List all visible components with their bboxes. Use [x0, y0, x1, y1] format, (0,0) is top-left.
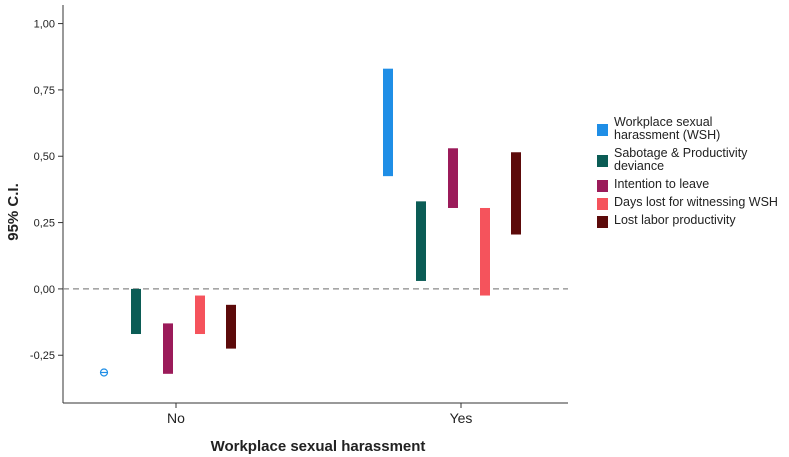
legend-swatch — [597, 180, 608, 192]
legend-label: Days lost for witnessing WSH — [614, 195, 778, 209]
legend-label: Workplace sexual — [614, 115, 712, 129]
ci-bar — [163, 323, 173, 374]
y-tick-label: 1,00 — [34, 19, 55, 31]
x-category-label: Yes — [450, 410, 473, 426]
legend-swatch — [597, 216, 608, 228]
y-tick-label: 0,75 — [34, 85, 55, 97]
ci-bar — [511, 152, 521, 235]
x-axis-title: Workplace sexual harassment — [211, 438, 426, 455]
legend-label: Sabotage & Productivity — [614, 146, 748, 160]
x-axis: No Yes — [167, 403, 472, 426]
ci-bar — [195, 295, 205, 335]
legend-swatch — [597, 198, 608, 210]
plot-frame — [62, 5, 568, 404]
y-tick-label: -0,25 — [30, 350, 55, 362]
ci-bar — [131, 288, 141, 335]
y-tick-label: 0,50 — [34, 151, 55, 163]
legend-label: Lost labor productivity — [614, 213, 736, 227]
y-axis: -0,25 0,00 0,25 0,50 0,75 1,00 — [30, 19, 63, 362]
legend-swatch — [597, 124, 608, 136]
legend-label: deviance — [614, 159, 664, 173]
legend-label: harassment (WSH) — [614, 128, 720, 142]
legend-swatch — [597, 155, 608, 167]
y-tick-label: 0,25 — [34, 218, 55, 230]
legend-label: Intention to leave — [614, 177, 709, 191]
x-category-label: No — [167, 410, 185, 426]
ci-bar — [383, 68, 393, 177]
ci-bars — [99, 68, 521, 377]
y-axis-title: 95% C.I. — [5, 183, 22, 241]
ci-bar — [226, 304, 236, 349]
ci-bar — [480, 207, 490, 296]
y-tick-label: 0,00 — [34, 284, 55, 296]
ci-bar — [448, 148, 458, 208]
ci-bar — [416, 201, 426, 281]
